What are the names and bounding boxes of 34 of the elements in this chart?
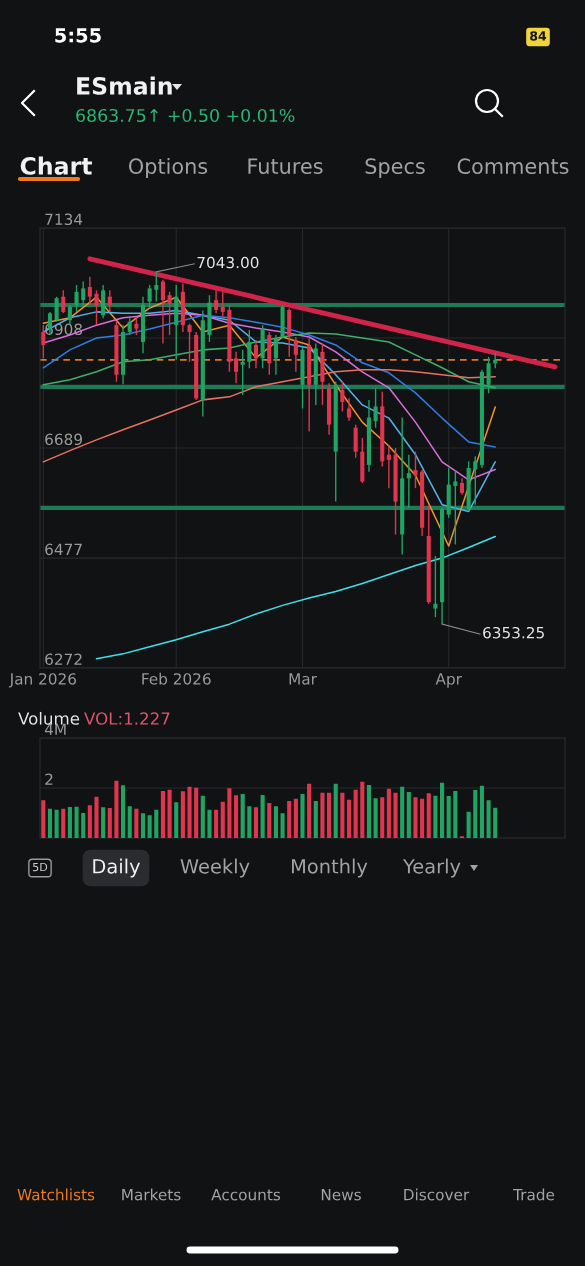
y-tick-label: 6477 — [45, 543, 82, 556]
x-tick-label: Feb 2026 — [142, 672, 211, 685]
x-tick-label: Mar — [289, 673, 317, 685]
text: 5D — [33, 862, 48, 872]
chart-title: Volume — [18, 711, 80, 725]
text: ESmain — [77, 76, 172, 95]
text: Comments — [457, 158, 569, 175]
text: Trade — [513, 1188, 555, 1201]
text: Watchlists — [17, 1188, 95, 1201]
text: Options — [128, 157, 208, 179]
y-tick-label: 2 — [45, 773, 53, 785]
text: Specs — [365, 158, 425, 179]
text: 6863.75↑ +0.50 +0.01% — [76, 108, 295, 123]
text: 84 — [530, 31, 547, 41]
text: Monthly — [291, 858, 368, 878]
annotation: 6353.25 — [483, 626, 544, 639]
chart-subtitle: VOL:1.227 — [84, 712, 170, 725]
text: Daily — [93, 858, 141, 878]
x-tick-label: Jan 2026 — [8, 673, 76, 688]
text: Discover — [404, 1188, 470, 1201]
text: Futures — [248, 158, 323, 175]
text: Weekly — [180, 858, 250, 878]
text: Chart — [20, 156, 92, 175]
annotation: 7043.00 — [197, 256, 259, 269]
text: Accounts — [211, 1189, 281, 1201]
text: Markets — [122, 1188, 181, 1201]
text: News — [321, 1189, 361, 1201]
x-tick-label: Apr — [435, 673, 462, 688]
y-tick-label: 4M — [44, 723, 66, 735]
y-tick-label: 6689 — [45, 433, 82, 446]
text: 5:55 — [55, 28, 101, 43]
text: Yearly — [402, 858, 461, 878]
y-tick-label: 6272 — [45, 653, 82, 666]
y-tick-label: 7134 — [45, 213, 83, 226]
